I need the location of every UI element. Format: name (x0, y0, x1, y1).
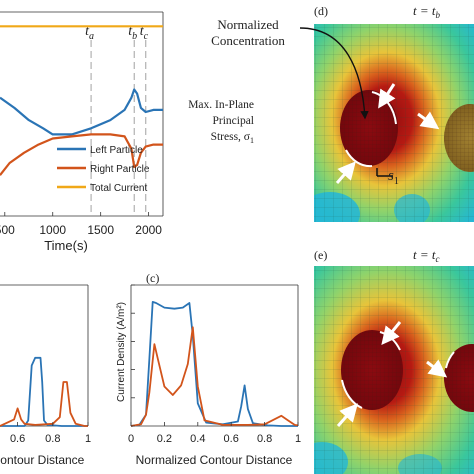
plot-partial: 0.6 0.8 1 Contour Distance (0, 284, 91, 467)
c-xtick-label-0.8: 0.8 (257, 433, 272, 445)
legend-label-right: Right Particle (90, 164, 150, 175)
plot-time-legend: Left Particle Right Particle Total Curre… (57, 145, 150, 194)
panel-e-arrow-1 (381, 321, 402, 345)
c-xtick-label-0.6: 0.6 (224, 433, 239, 445)
panel-e-left-crack (341, 379, 363, 409)
panel-e-time: t = tc (413, 247, 440, 264)
annotation-norm-line2: Concentration (211, 33, 285, 48)
annotation-stress-line3: Stress, σ1 (211, 131, 254, 145)
xtick-label-500: 500 (0, 223, 15, 237)
plot-partial-series (0, 356, 88, 427)
panel-e-label: (e) (314, 248, 327, 262)
panel-e-label-box (314, 246, 336, 264)
plot-time-series (0, 25, 163, 176)
annotations: Normalized Concentration Max. In-Plane P… (188, 16, 369, 145)
partial-series-right-particle (0, 381, 88, 427)
annotation-norm-bg (194, 16, 302, 50)
xtick-label-2000: 2000 (135, 223, 162, 237)
panel-d-sigma: s1 (388, 168, 399, 187)
plot-c-xlabel: Normalized Contour Distance (136, 453, 293, 467)
plot-time-xticks: 500 1000 1500 2000 (0, 212, 162, 237)
c-xtick-label-0: 0 (128, 433, 134, 445)
panel-d-arrow-3 (335, 161, 356, 184)
panel-d-label-box (314, 2, 336, 20)
c-xtick-label-0.2: 0.2 (157, 433, 172, 445)
annotation-norm-arrow (299, 27, 369, 120)
vline-label-a: ta (85, 24, 94, 42)
annotation-norm-line1: Normalized (217, 17, 279, 32)
panel-d-time: t = tb (413, 3, 441, 20)
plot-c: (c) 0 0.2 0.4 0.6 0.8 1 Normalized Contour Di… (116, 271, 301, 467)
panel-e-right-particle-mesh (444, 344, 474, 412)
c-series-left-particle (130, 301, 298, 427)
annotation-stress-line1: Max. In-Plane (188, 99, 254, 111)
panel-d-label: (d) (314, 4, 328, 18)
panel-d-left-crack-2 (345, 149, 373, 168)
plot-partial-xlabel: Contour Distance (0, 453, 85, 467)
plot-c-yticks (131, 284, 135, 427)
c-xtick-label-1: 1 (295, 433, 301, 445)
partial-xtick-label-0.6: 0.6 (10, 433, 25, 445)
panel-d-right-particle-mesh (444, 104, 474, 172)
series-right-particle (0, 133, 163, 176)
panel-e-left-particle-mesh (341, 330, 403, 410)
legend-label-left: Left Particle (90, 145, 143, 156)
panel-e-arrow-2 (426, 359, 448, 378)
panel-e-arrow-3 (336, 403, 358, 427)
plot-c-ylabel: Current Density (A/m²) (116, 302, 127, 402)
xtick-label-1000: 1000 (39, 223, 66, 237)
annotation-stress-line2: Principal (212, 115, 254, 127)
panel-d-arrow-1 (378, 83, 396, 109)
plot-c-xticks: 0 0.2 0.4 0.6 0.8 1 (128, 422, 301, 445)
series-left-particle (0, 88, 163, 136)
vline-label-b: tb (128, 24, 137, 42)
partial-xtick-label-0.8: 0.8 (45, 433, 60, 445)
plot-time-xlabel: Time(s) (44, 238, 88, 253)
partial-xtick-label-1: 1 (85, 433, 91, 445)
panel-d-arrow-2 (417, 111, 440, 130)
plot-partial-xticks: 0.6 0.8 1 (10, 422, 91, 445)
panel-e: (e) t = tc (314, 246, 474, 474)
legend-label-total: Total Current (90, 183, 147, 194)
panel-d-left-particle-mesh (340, 90, 398, 166)
plot-c-series (130, 301, 299, 427)
panel-c-label: (c) (146, 271, 159, 285)
partial-series-left-particle (0, 356, 88, 427)
xtick-label-1500: 1500 (87, 223, 114, 237)
panel-d: (d) t = tb s1 (314, 2, 474, 222)
c-xtick-label-0.4: 0.4 (190, 433, 205, 445)
vline-label-c: tc (140, 24, 149, 42)
c-series-right-particle (130, 326, 299, 427)
